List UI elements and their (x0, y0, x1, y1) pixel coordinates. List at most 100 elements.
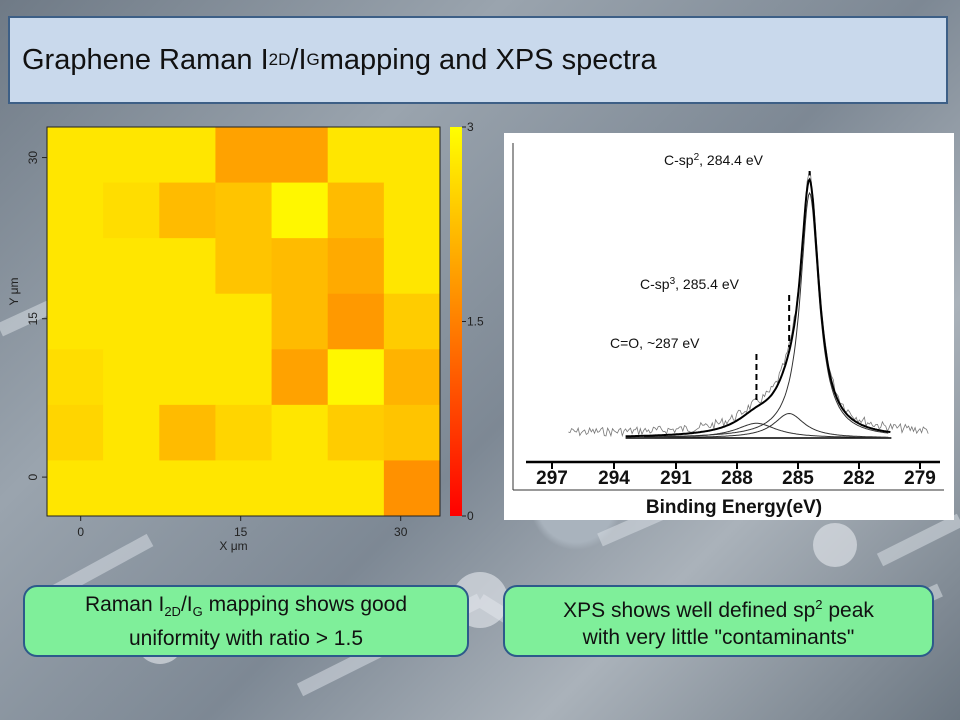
callout-right-sup: 2 (815, 597, 823, 612)
xps-annotation-label: C-sp2, 284.4 eV (664, 152, 764, 168)
xps-annotation-label: C-sp3, 285.4 eV (640, 276, 740, 292)
heatmap-cell (383, 293, 441, 350)
heatmap-cell (271, 182, 329, 239)
heatmap-cell (103, 293, 160, 350)
slide-title: Graphene Raman I 2D/I G mapping and XPS sp… (8, 16, 948, 104)
xps-spectrum-chart: 297 294 291 288 285 282 279 C-sp2, 284.4 eV C-sp… (504, 133, 954, 520)
xps-raw-data-line (568, 171, 929, 438)
heatmap-cell (159, 182, 216, 239)
heatmap-cell (215, 293, 273, 350)
xps-x-tick-label: 291 (660, 468, 692, 489)
colorbar-tick-label: 0 (467, 509, 474, 523)
xps-x-tick-label: 285 (782, 468, 814, 489)
heatmap-cell (383, 182, 441, 239)
callout-left-sub1: 2D (164, 604, 181, 620)
heatmap-cell (159, 460, 216, 517)
heatmap-cell (215, 349, 273, 406)
xps-x-tick-label: 282 (843, 468, 875, 489)
heatmap-cell (383, 238, 441, 295)
heatmap-cell (47, 404, 104, 461)
heatmap-cell (327, 238, 385, 295)
xps-x-tick-label: 294 (598, 468, 630, 489)
title-post: mapping and XPS spectra (319, 43, 657, 76)
heatmap-cell (271, 127, 329, 184)
xps-annotation-label: C=O, ~287 eV (610, 335, 700, 351)
heatmap-cell (327, 293, 385, 350)
heatmap-cell (327, 404, 385, 461)
xps-x-tick-label: 279 (904, 468, 936, 489)
callout-right-post: peak (822, 599, 874, 622)
heatmap-cell (47, 238, 104, 295)
xps-x-tick-label: 297 (536, 468, 568, 489)
callout-left-line2: uniformity with ratio > 1.5 (128, 627, 363, 651)
y-tick-label: 0 (26, 473, 40, 480)
title-sub-g: G (306, 50, 320, 69)
heatmap-cell (159, 404, 216, 461)
heatmap-cell (271, 349, 329, 406)
callout-left-pre: Raman I (84, 593, 165, 616)
heatmap-cell (159, 349, 216, 406)
heatmap-cell (215, 127, 273, 184)
y-tick-label: 15 (26, 312, 40, 326)
callout-left-mid: /I (180, 593, 193, 616)
heatmap-cell (271, 460, 329, 517)
x-tick-label: 0 (77, 525, 84, 539)
xps-component-peak (644, 422, 889, 438)
colorbar-tick-label: 1.5 (467, 315, 484, 329)
heatmap-cell (215, 238, 273, 295)
heatmap-frame (46, 126, 441, 517)
heatmap-cell (383, 404, 441, 461)
heatmap-cell (383, 127, 441, 184)
heatmap-cell (103, 182, 160, 239)
xps-panel: 297 294 291 288 285 282 279 C-sp2, 284.4 eV C-sp… (504, 133, 954, 520)
callout-left-post: mapping shows good (202, 593, 408, 616)
heatmap-cell (271, 404, 329, 461)
heatmap-y-label: Y μm (7, 277, 21, 305)
xps-bg (504, 133, 954, 520)
heatmap-cell (159, 293, 216, 350)
heatmap-cell (215, 182, 273, 239)
xps-x-tick-label: 288 (721, 468, 753, 489)
heatmap-cell (47, 127, 104, 184)
heatmap-cell (47, 293, 104, 350)
callout-left-sub2: G (192, 604, 203, 620)
heatmap-cell (327, 460, 385, 517)
xps-summary-callout: XPS shows well defined sp2 peak with ver… (503, 585, 934, 657)
heatmap-cell (327, 182, 385, 239)
heatmap-x-label: X μm (219, 539, 247, 553)
heatmap-cell (271, 238, 329, 295)
x-tick-label: 15 (234, 525, 248, 539)
xps-fit-envelope (625, 177, 891, 438)
heatmap-cell (271, 293, 329, 350)
heatmap-cell (215, 404, 273, 461)
heatmap-cell (383, 349, 441, 406)
y-tick-label: 30 (26, 151, 40, 165)
raman-map-panel: 0 15 30 30 15 0 X μm Y μm 3 1.5 0 (0, 110, 500, 560)
heatmap-cell (47, 349, 104, 406)
title-mid: /I (290, 43, 307, 76)
heatmap-cell (103, 127, 160, 184)
colorbar (450, 127, 462, 516)
heatmap-cell (103, 404, 160, 461)
callout-right-line2: with very little "contaminants" (582, 626, 855, 649)
heatmap-cell (327, 127, 385, 184)
xps-component-peak (644, 412, 889, 439)
heatmap-cell (103, 460, 160, 517)
raman-heatmap: 0 15 30 30 15 0 X μm Y μm 3 1.5 0 (7, 120, 484, 553)
heatmap-cell (47, 460, 104, 517)
raman-summary-callout: Raman I2D/IG mapping shows good uniformi… (23, 585, 469, 657)
callout-right-pre: XPS shows well defined sp (563, 599, 816, 622)
xps-x-label: Binding Energy(eV) (646, 497, 822, 518)
heatmap-cell (159, 238, 216, 295)
heatmap-cell (327, 349, 385, 406)
x-tick-label: 30 (394, 525, 408, 539)
heatmap-cell (383, 460, 441, 517)
heatmap-cell (103, 238, 160, 295)
colorbar-tick-label: 3 (467, 120, 474, 134)
title-pre: Graphene Raman I (22, 43, 269, 76)
heatmap-cell (47, 182, 104, 239)
heatmap-cell (215, 460, 273, 517)
heatmap-cell (103, 349, 160, 406)
title-sub-2d: 2D (268, 50, 291, 69)
heatmap-cell (159, 127, 216, 184)
